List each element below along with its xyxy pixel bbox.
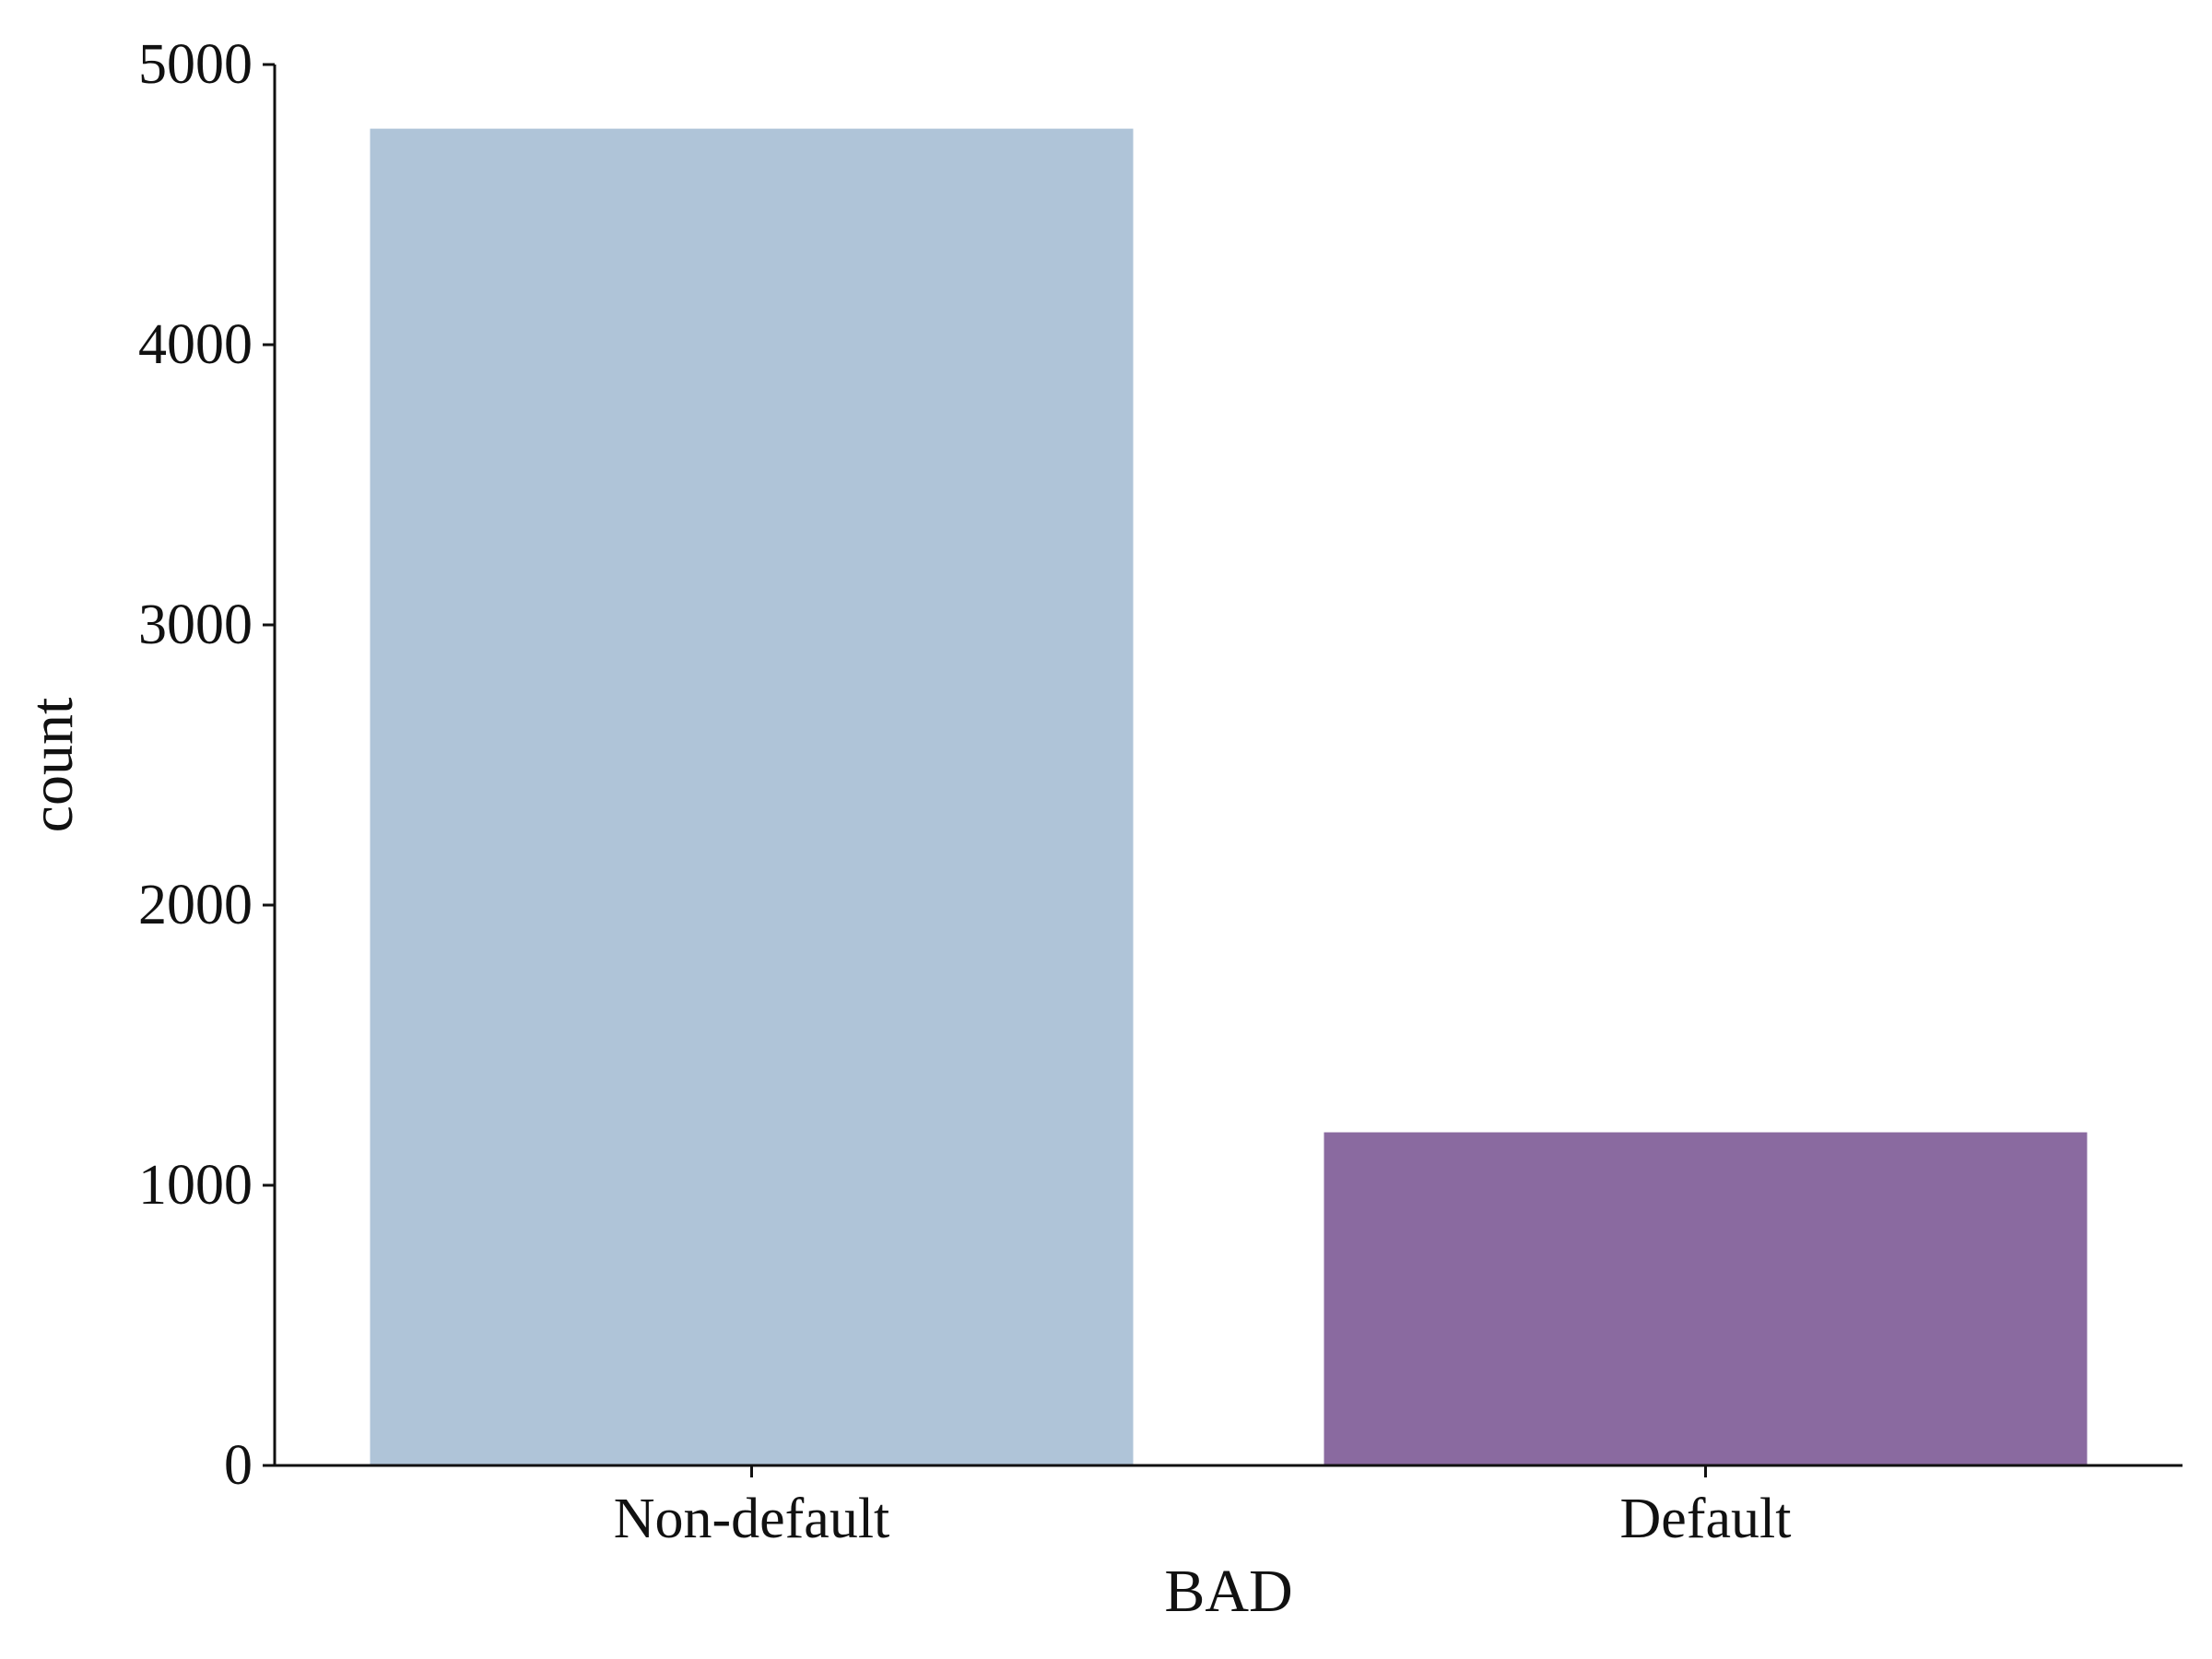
x-tick-label: Non-default: [614, 1488, 890, 1550]
x-tick-label: Default: [1620, 1488, 1792, 1550]
bar-non-default: [370, 128, 1134, 1466]
x-axis-label: BAD: [1164, 1558, 1292, 1625]
bars-group: [370, 128, 2088, 1466]
y-tick-label: 5000: [138, 33, 253, 96]
y-tick-label: 2000: [138, 874, 253, 936]
y-tick-label: 1000: [138, 1154, 253, 1217]
x-axis-ticks: Non-default Default: [614, 1465, 1792, 1550]
y-tick-label: 3000: [138, 594, 253, 656]
y-tick-label: 0: [224, 1434, 253, 1497]
y-tick-label: 4000: [138, 313, 253, 376]
y-axis-ticks: 0 1000 2000 3000 4000 5000: [138, 33, 275, 1497]
y-axis-label: count: [18, 698, 86, 833]
bar-default: [1324, 1132, 2088, 1465]
